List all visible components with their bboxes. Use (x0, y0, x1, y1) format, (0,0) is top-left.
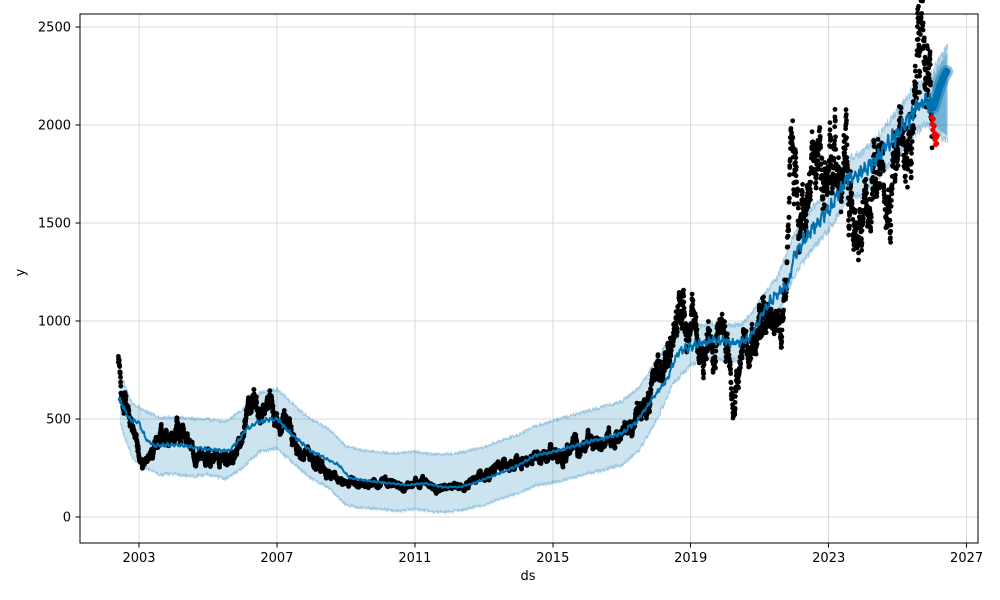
x-tick-label: 2003 (122, 551, 155, 566)
x-tick-label: 2019 (674, 551, 707, 566)
y-tick-label: 2000 (38, 118, 71, 133)
axes: 2003 2007 2011 2015 2019 2023 2027 0 500 1000 1500… (38, 13, 983, 566)
x-tick-label: 2007 (260, 551, 293, 566)
y-tick-label: 2500 (38, 20, 71, 35)
forecast-segment (926, 65, 954, 114)
x-tick-label: 2023 (812, 551, 845, 566)
grid-layer (80, 14, 978, 543)
y-tick-label: 500 (46, 412, 71, 427)
x-tick-label: 2011 (398, 551, 431, 566)
y-tick-label: 1000 (38, 314, 71, 329)
flagged-scatter (928, 114, 940, 148)
x-axis-label: ds (520, 569, 536, 584)
y-tick-label: 1500 (38, 216, 71, 231)
y-tick-label: 0 (63, 510, 71, 525)
x-tick-label: 2015 (536, 551, 569, 566)
yhat-line (117, 92, 934, 489)
uncertainty-band (119, 43, 949, 516)
x-tick-label: 2027 (950, 551, 983, 566)
y-axis-label: y (13, 268, 29, 277)
